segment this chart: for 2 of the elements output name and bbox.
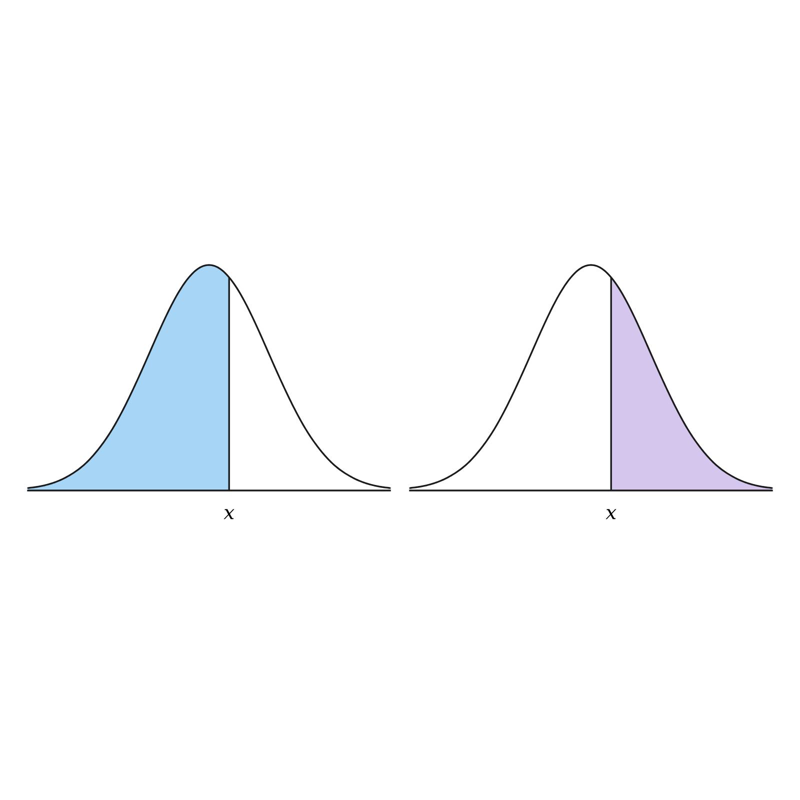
text: x (606, 509, 616, 520)
text: x (224, 509, 234, 520)
